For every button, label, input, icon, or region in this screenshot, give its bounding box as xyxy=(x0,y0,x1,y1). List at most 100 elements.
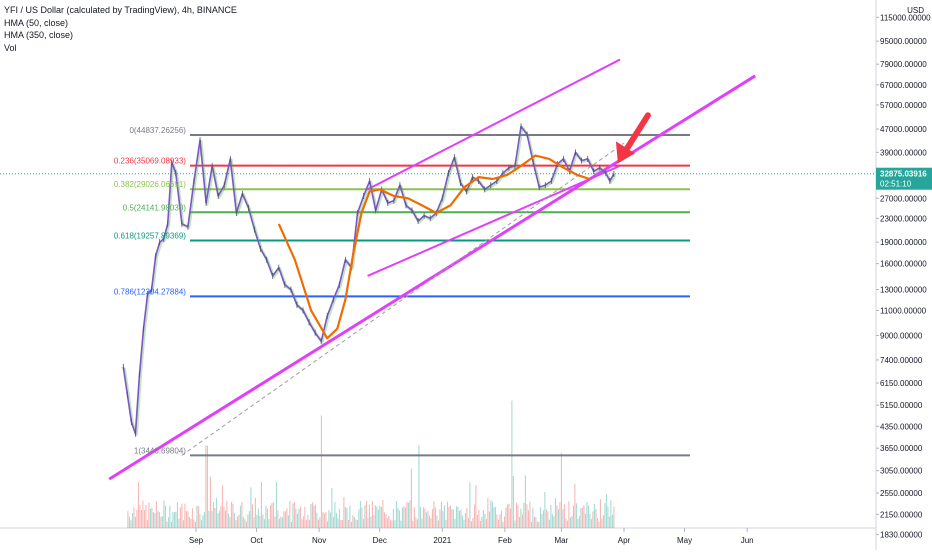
volume-bar xyxy=(508,503,510,528)
volume-bar xyxy=(355,519,357,528)
volume-bar xyxy=(140,509,142,528)
volume-bar xyxy=(235,520,237,528)
volume-bar xyxy=(221,485,223,528)
volume-bar xyxy=(146,520,148,528)
volume-bar xyxy=(250,487,252,528)
volume-bar xyxy=(562,509,564,528)
volume-bar xyxy=(182,520,184,528)
volume-bar xyxy=(331,488,333,528)
volume-bar xyxy=(455,506,457,528)
volume-bar xyxy=(376,506,378,528)
volume-bar xyxy=(541,513,543,528)
volume-bar xyxy=(248,511,250,528)
volume-bar xyxy=(319,517,321,528)
volume-bar xyxy=(400,520,402,528)
volume-bar xyxy=(454,518,456,528)
volume-bar xyxy=(329,512,331,528)
volume-bar xyxy=(385,514,387,528)
volume-bar xyxy=(257,508,259,528)
volume-bar xyxy=(317,519,319,528)
volume-bar xyxy=(553,516,555,528)
x-tick-label: Mar xyxy=(555,536,569,545)
volume-bar xyxy=(389,519,391,528)
volume-bar xyxy=(296,513,298,528)
volume-bar xyxy=(506,504,508,528)
volume-bar xyxy=(425,512,427,528)
volume-bar xyxy=(335,512,337,528)
volume-bar xyxy=(533,516,535,528)
volume-bar xyxy=(394,520,396,528)
volume-bar xyxy=(427,510,429,528)
volume-bar xyxy=(410,468,412,528)
volume-bar xyxy=(289,500,291,528)
volume-bar xyxy=(472,518,474,528)
volume-bar xyxy=(458,510,460,528)
volume-bar xyxy=(133,507,135,528)
volume-bar xyxy=(557,509,559,528)
volume-bar xyxy=(190,519,192,528)
volume-bar xyxy=(130,520,132,528)
volume-bar xyxy=(293,501,295,528)
arrow-annotation[interactable] xyxy=(615,112,651,164)
volume-legend[interactable]: Vol xyxy=(4,42,17,53)
volume-bar xyxy=(575,503,577,528)
volume-bar xyxy=(406,502,408,528)
volume-bar xyxy=(226,500,228,528)
volume-bar xyxy=(529,501,531,528)
fib-level-label: 0.5(24141.98030) xyxy=(123,203,187,212)
volume-bar xyxy=(421,518,423,528)
volume-bar xyxy=(433,501,435,528)
volume-bar xyxy=(127,511,129,528)
y-tick-label: 79000.00000 xyxy=(880,60,927,69)
fib-labels: 0(44837.26256) 0.236(35069.08933) 0.382(29… xyxy=(114,126,186,455)
volume-bar xyxy=(532,508,534,528)
volume-bar xyxy=(137,482,139,528)
volume-bar xyxy=(587,505,589,528)
hma350-legend[interactable]: HMA (350, close) xyxy=(4,30,74,40)
volume-bar xyxy=(163,500,165,528)
y-tick-label: 13000.00000 xyxy=(880,286,927,295)
volume-bar xyxy=(521,514,523,528)
volume-bar xyxy=(601,518,603,528)
volume-bar xyxy=(577,518,579,528)
y-tick-label: 19000.00000 xyxy=(880,238,927,247)
volume-bar xyxy=(554,498,556,528)
volume-bar xyxy=(388,515,390,528)
y-tick-label: 7400.00000 xyxy=(880,356,923,365)
volume-bar xyxy=(197,506,199,528)
volume-bar xyxy=(131,513,133,528)
price-series xyxy=(122,123,617,437)
volume-bar xyxy=(604,503,606,528)
current-price-label: 32875.03916 xyxy=(880,170,927,179)
symbol-title[interactable]: YFI / US Dollar (calculated by TradingVi… xyxy=(4,5,237,15)
volume-bar xyxy=(440,501,442,528)
trendline-channel-upper xyxy=(367,58,621,191)
x-tick-label: Nov xyxy=(312,536,326,545)
volume-bar xyxy=(347,519,349,528)
hma50-legend[interactable]: HMA (50, close) xyxy=(4,17,69,28)
volume-bar xyxy=(167,517,169,528)
volume-bar xyxy=(488,511,490,528)
volume-bar xyxy=(452,509,454,528)
volume-bar xyxy=(443,505,445,528)
volume-bar xyxy=(311,502,313,528)
volume-bar xyxy=(380,506,382,528)
volume-bar xyxy=(386,518,388,528)
volume-bar xyxy=(173,512,175,528)
volume-bar xyxy=(418,445,420,528)
volume-bar xyxy=(548,519,550,528)
volume-bar xyxy=(247,514,249,528)
trendlines[interactable] xyxy=(108,58,757,481)
volume-bar xyxy=(487,498,489,528)
volume-bar xyxy=(193,519,195,528)
volume-bar xyxy=(446,501,448,528)
volume-bar xyxy=(361,507,363,528)
volume-bar xyxy=(256,514,258,528)
time-axis[interactable]: Sep Oct Nov Dec 2021 Feb Mar Apr May Jun xyxy=(189,528,754,545)
volume-bar xyxy=(512,476,514,528)
volume-bar xyxy=(449,505,451,528)
volume-bar xyxy=(359,501,361,528)
